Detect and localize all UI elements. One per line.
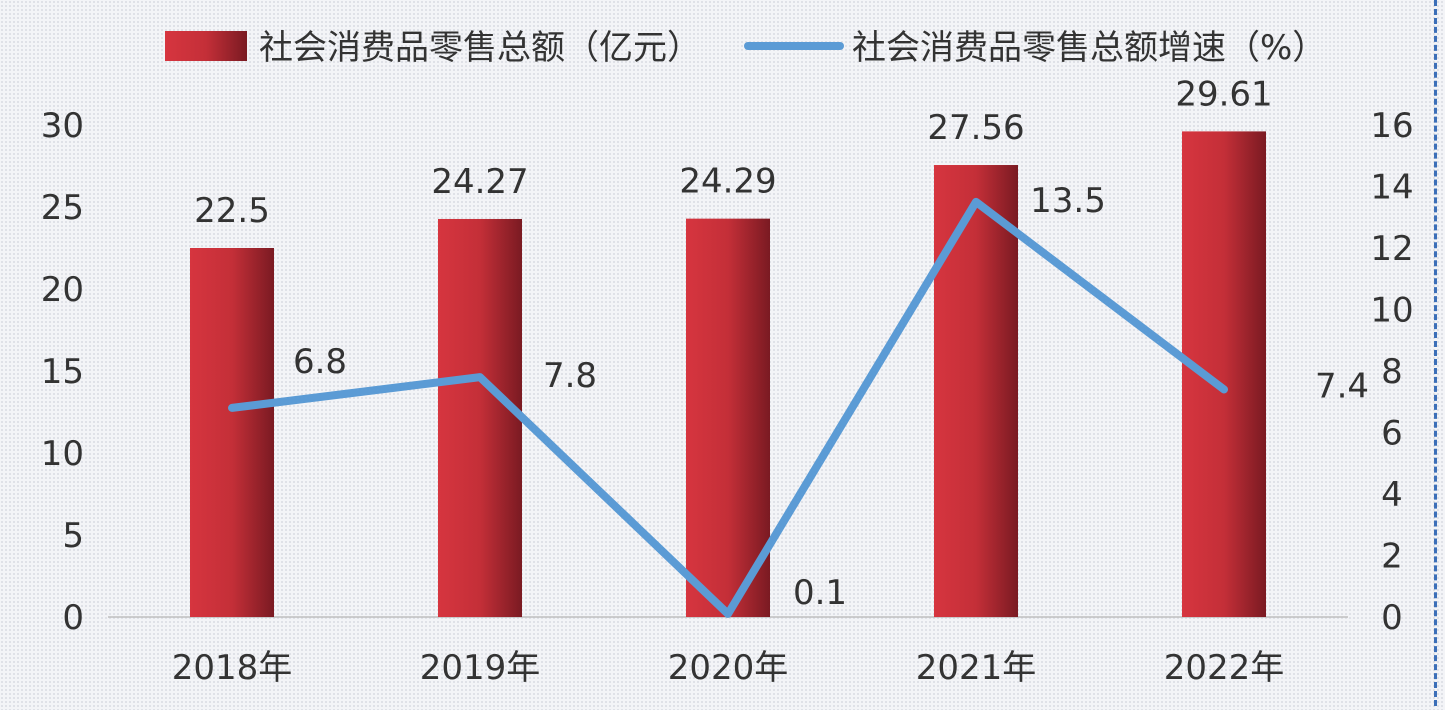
bar xyxy=(934,165,1018,618)
axes: 0 5 10 15 20 25 30 0 2 4 6 8 10 12 14 16 2018年 2019年 2020年… xyxy=(41,106,1414,688)
y-right-tick-label: 10 xyxy=(1370,291,1413,331)
y-left-tick-label: 25 xyxy=(41,188,84,228)
x-tick-label: 2021年 xyxy=(916,648,1037,688)
bar-value-label: 29.61 xyxy=(1175,74,1272,114)
data-labels: 22.5 24.27 24.29 27.56 29.61 6.8 7.8 0.1 13.5 7.4 xyxy=(194,74,1369,613)
y-left-tick-label: 5 xyxy=(62,516,84,556)
bar-value-label: 22.5 xyxy=(194,191,270,231)
legend-label-bar: 社会消费品零售总额（亿元） xyxy=(259,28,701,68)
line-value-label: 13.5 xyxy=(1030,181,1106,221)
bar xyxy=(686,218,770,618)
bar-value-label: 24.29 xyxy=(679,162,776,202)
line-series xyxy=(228,197,1228,618)
line-value-label: 7.4 xyxy=(1315,366,1369,406)
y-left-tick-label: 0 xyxy=(62,598,84,638)
x-tick-label: 2019年 xyxy=(420,648,541,688)
x-tick-label: 2020年 xyxy=(668,648,789,688)
legend: 社会消费品零售总额（亿元） 社会消费品零售总额增速（%） xyxy=(165,28,1326,68)
y-right-tick-label: 16 xyxy=(1370,106,1413,146)
y-right-tick-label: 8 xyxy=(1381,352,1403,392)
page-edge-dashed-border xyxy=(1434,0,1437,706)
y-left-tick-label: 30 xyxy=(41,106,84,146)
y-right-tick-label: 4 xyxy=(1381,475,1403,515)
line-value-label: 0.1 xyxy=(793,573,847,613)
y-right-tick-label: 0 xyxy=(1381,598,1403,638)
y-left-tick-label: 15 xyxy=(41,352,84,392)
legend-label-line: 社会消费品零售总额增速（%） xyxy=(852,28,1326,68)
y-right-tick-label: 12 xyxy=(1370,229,1413,269)
y-left-tick-label: 20 xyxy=(41,270,84,310)
y-right-tick-label: 6 xyxy=(1381,414,1403,454)
bar xyxy=(438,218,522,618)
bar-value-label: 24.27 xyxy=(431,162,528,202)
x-tick-label: 2018年 xyxy=(172,648,293,688)
growth-line xyxy=(228,197,1228,618)
y-left-tick-label: 10 xyxy=(41,434,84,474)
legend-swatch-bar xyxy=(165,31,247,61)
x-tick-label: 2022年 xyxy=(1164,648,1285,688)
line-value-label: 6.8 xyxy=(293,342,347,382)
bar xyxy=(190,248,274,617)
bar xyxy=(1182,131,1266,617)
y-right-tick-label: 2 xyxy=(1381,537,1403,577)
bar-value-label: 27.56 xyxy=(927,108,1024,148)
bar-series xyxy=(190,131,1266,618)
line-value-label: 7.8 xyxy=(543,356,597,396)
y-right-tick-label: 14 xyxy=(1370,168,1413,208)
